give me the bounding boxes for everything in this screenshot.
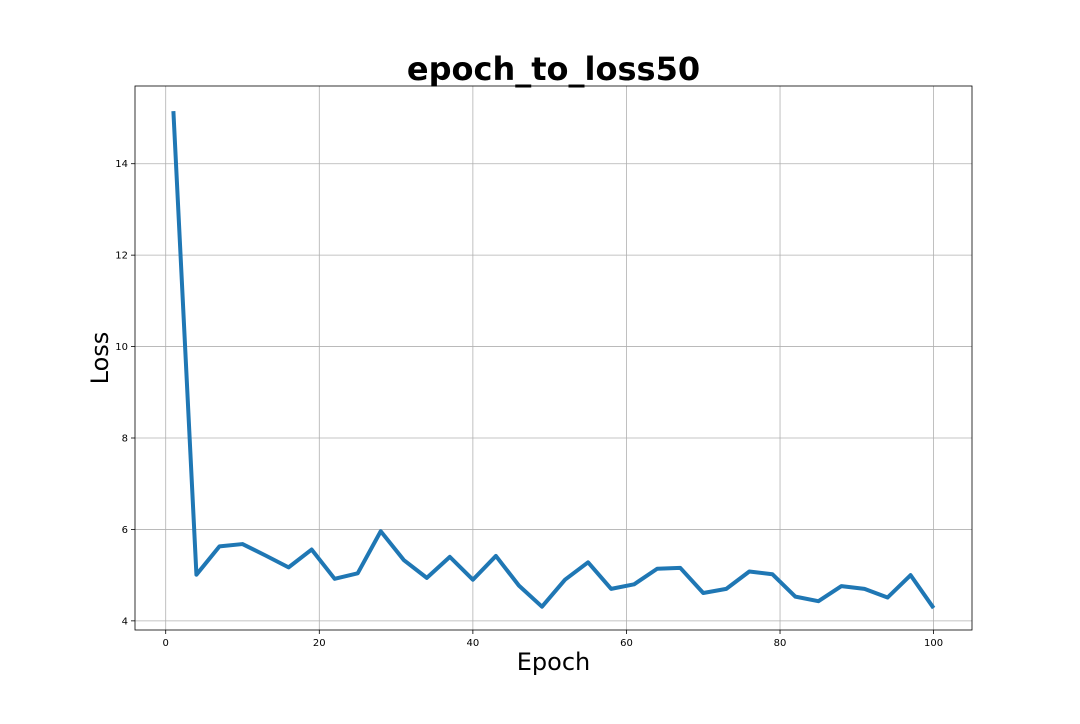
data-point bbox=[356, 571, 360, 575]
data-point bbox=[678, 566, 682, 570]
data-point bbox=[402, 558, 406, 562]
data-point bbox=[471, 578, 475, 582]
y-tick-label: 14 bbox=[115, 159, 128, 170]
data-point bbox=[563, 578, 567, 582]
y-tick-label: 4 bbox=[122, 616, 128, 627]
data-point bbox=[724, 587, 728, 591]
y-tick-label: 6 bbox=[122, 525, 128, 536]
x-tick-label: 80 bbox=[774, 638, 787, 649]
data-point bbox=[701, 591, 705, 595]
x-tick-label: 100 bbox=[924, 638, 943, 649]
data-point bbox=[310, 548, 314, 552]
data-point bbox=[217, 544, 221, 548]
data-point bbox=[448, 555, 452, 559]
data-point bbox=[839, 584, 843, 588]
data-point bbox=[264, 553, 268, 557]
data-point bbox=[425, 576, 429, 580]
plot-area-frame bbox=[134, 85, 973, 631]
data-point bbox=[171, 109, 175, 113]
x-tick-label: 20 bbox=[313, 638, 326, 649]
data-point bbox=[494, 554, 498, 558]
data-point bbox=[909, 573, 913, 577]
data-point bbox=[609, 587, 613, 591]
x-tick-label: 60 bbox=[620, 638, 633, 649]
y-axis-label: Loss bbox=[86, 332, 114, 385]
data-point bbox=[333, 577, 337, 581]
data-point bbox=[747, 569, 751, 573]
x-tick-label: 40 bbox=[467, 638, 480, 649]
chart-title: epoch_to_loss50 bbox=[407, 50, 700, 88]
data-point bbox=[287, 565, 291, 569]
y-tick-label: 8 bbox=[122, 434, 128, 445]
data-point bbox=[194, 573, 198, 577]
y-tick-label: 10 bbox=[115, 342, 128, 353]
data-point bbox=[379, 529, 383, 533]
data-point bbox=[655, 567, 659, 571]
tick-layer: 0 20 40 60 80 100 4 6 8 10 12 14 bbox=[115, 159, 943, 649]
data-point bbox=[632, 582, 636, 586]
x-tick-label: 0 bbox=[163, 638, 169, 649]
data-point bbox=[886, 596, 890, 600]
data-point bbox=[540, 605, 544, 609]
line-layer bbox=[171, 109, 936, 610]
grid-layer bbox=[135, 86, 972, 630]
data-point bbox=[793, 595, 797, 599]
data-point bbox=[517, 584, 521, 588]
data-point bbox=[241, 542, 245, 546]
x-axis-label: Epoch bbox=[517, 648, 591, 676]
data-point bbox=[770, 572, 774, 576]
data-point bbox=[586, 560, 590, 564]
data-point bbox=[932, 606, 936, 610]
y-tick-label: 12 bbox=[115, 251, 128, 262]
data-point bbox=[816, 599, 820, 603]
data-point bbox=[862, 587, 866, 591]
series-line bbox=[171, 111, 936, 610]
